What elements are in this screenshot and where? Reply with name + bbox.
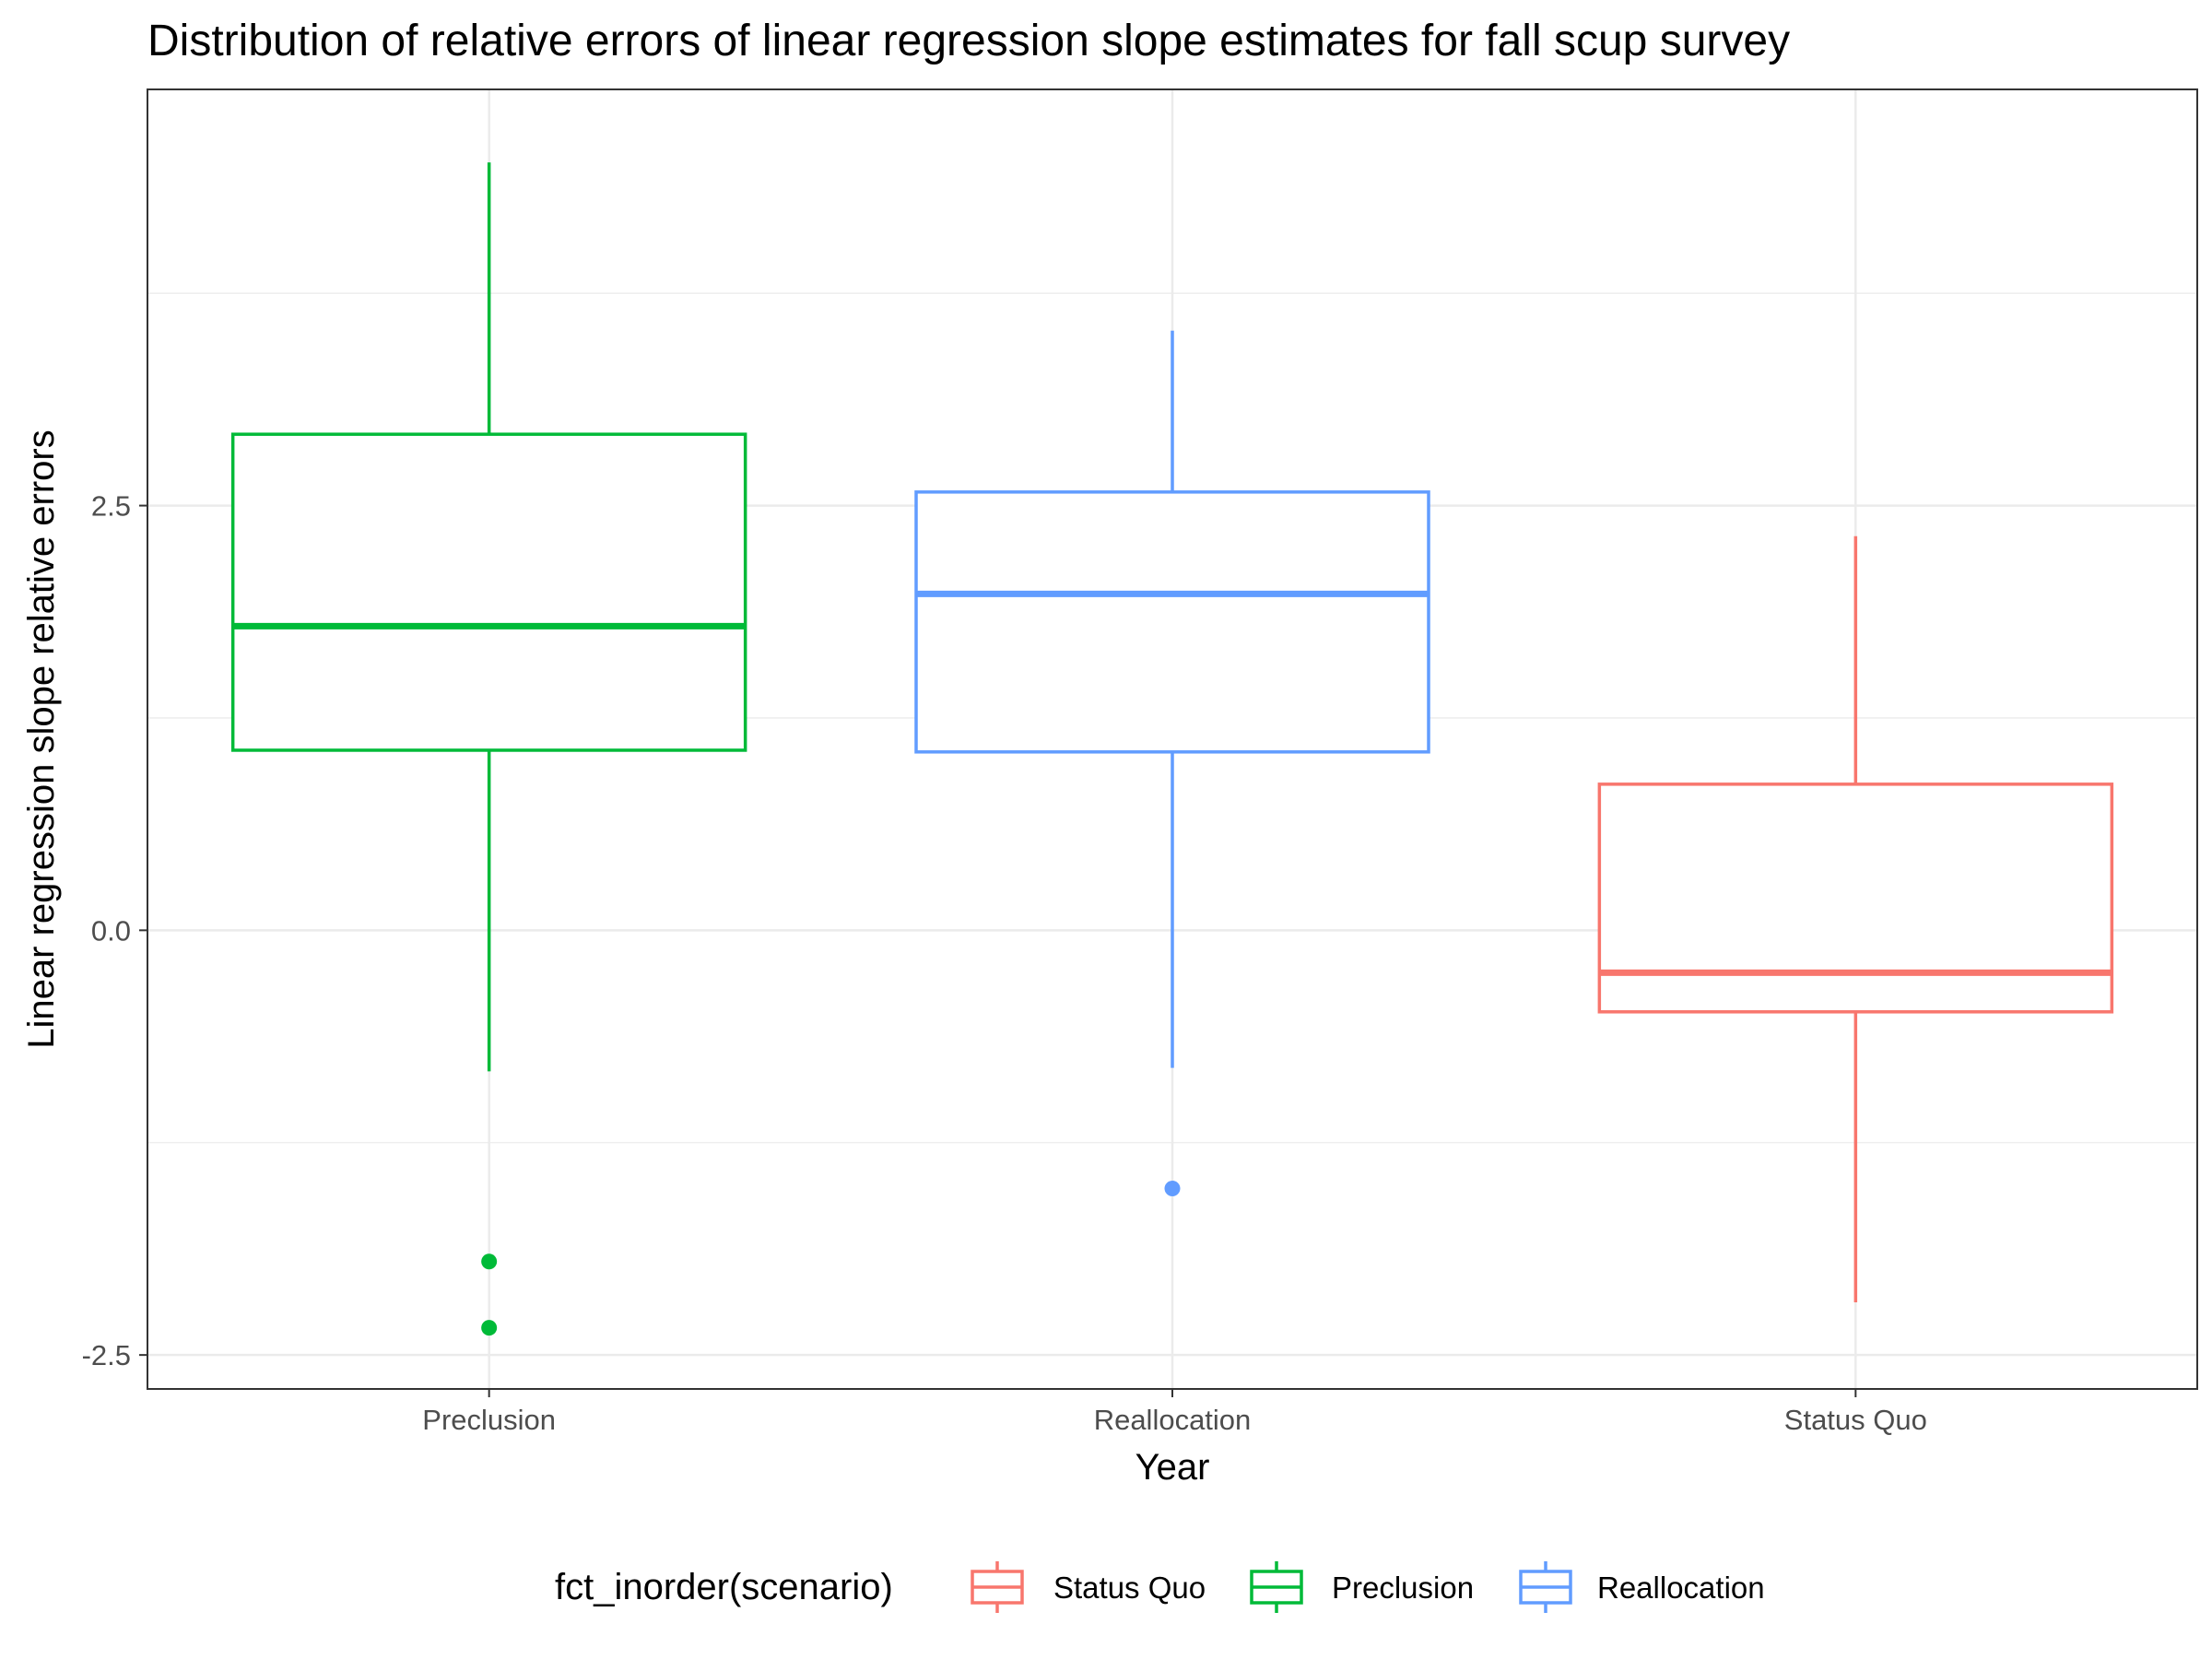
legend: fct_inorder(scenario) Status Quo Preclusi… (555, 1561, 1765, 1613)
x-tick-label: Reallocation (1094, 1404, 1252, 1436)
outlier-point (1164, 1181, 1181, 1197)
chart-title: Distribution of relative errors of linea… (147, 17, 1790, 65)
legend-label: Preclusion (1332, 1571, 1474, 1605)
legend-item-reallocation: Reallocation (1519, 1561, 1765, 1613)
y-axis-title: Linear regression slope relative errors (21, 429, 62, 1048)
legend-label: Reallocation (1597, 1571, 1765, 1605)
legend-title: fct_inorder(scenario) (555, 1567, 893, 1607)
box-iqr (914, 490, 1430, 754)
y-tick-label: 2.5 (91, 490, 131, 523)
x-tick-label: Preclusion (422, 1404, 556, 1436)
legend-item-status-quo: Status Quo (971, 1561, 1206, 1613)
boxplots (230, 162, 2114, 1336)
y-axis: -2.5 0.0 2.5 (82, 490, 147, 1371)
box-preclusion (230, 162, 747, 1336)
legend-label: Status Quo (1053, 1571, 1206, 1605)
box-iqr (230, 432, 747, 752)
outlier-point (481, 1320, 498, 1336)
y-tick-label: 0.0 (91, 914, 131, 947)
outlier-point (481, 1253, 498, 1270)
box-reallocation (914, 330, 1430, 1197)
legend-item-preclusion: Preclusion (1250, 1561, 1474, 1613)
y-tick-label: -2.5 (82, 1339, 131, 1371)
x-axis: Preclusion Reallocation Status Quo (422, 1389, 1927, 1436)
x-axis-title: Year (1135, 1447, 1210, 1488)
x-tick-label: Status Quo (1784, 1404, 1927, 1436)
box-iqr (1597, 782, 2114, 1014)
box-status-quo (1597, 535, 2114, 1302)
